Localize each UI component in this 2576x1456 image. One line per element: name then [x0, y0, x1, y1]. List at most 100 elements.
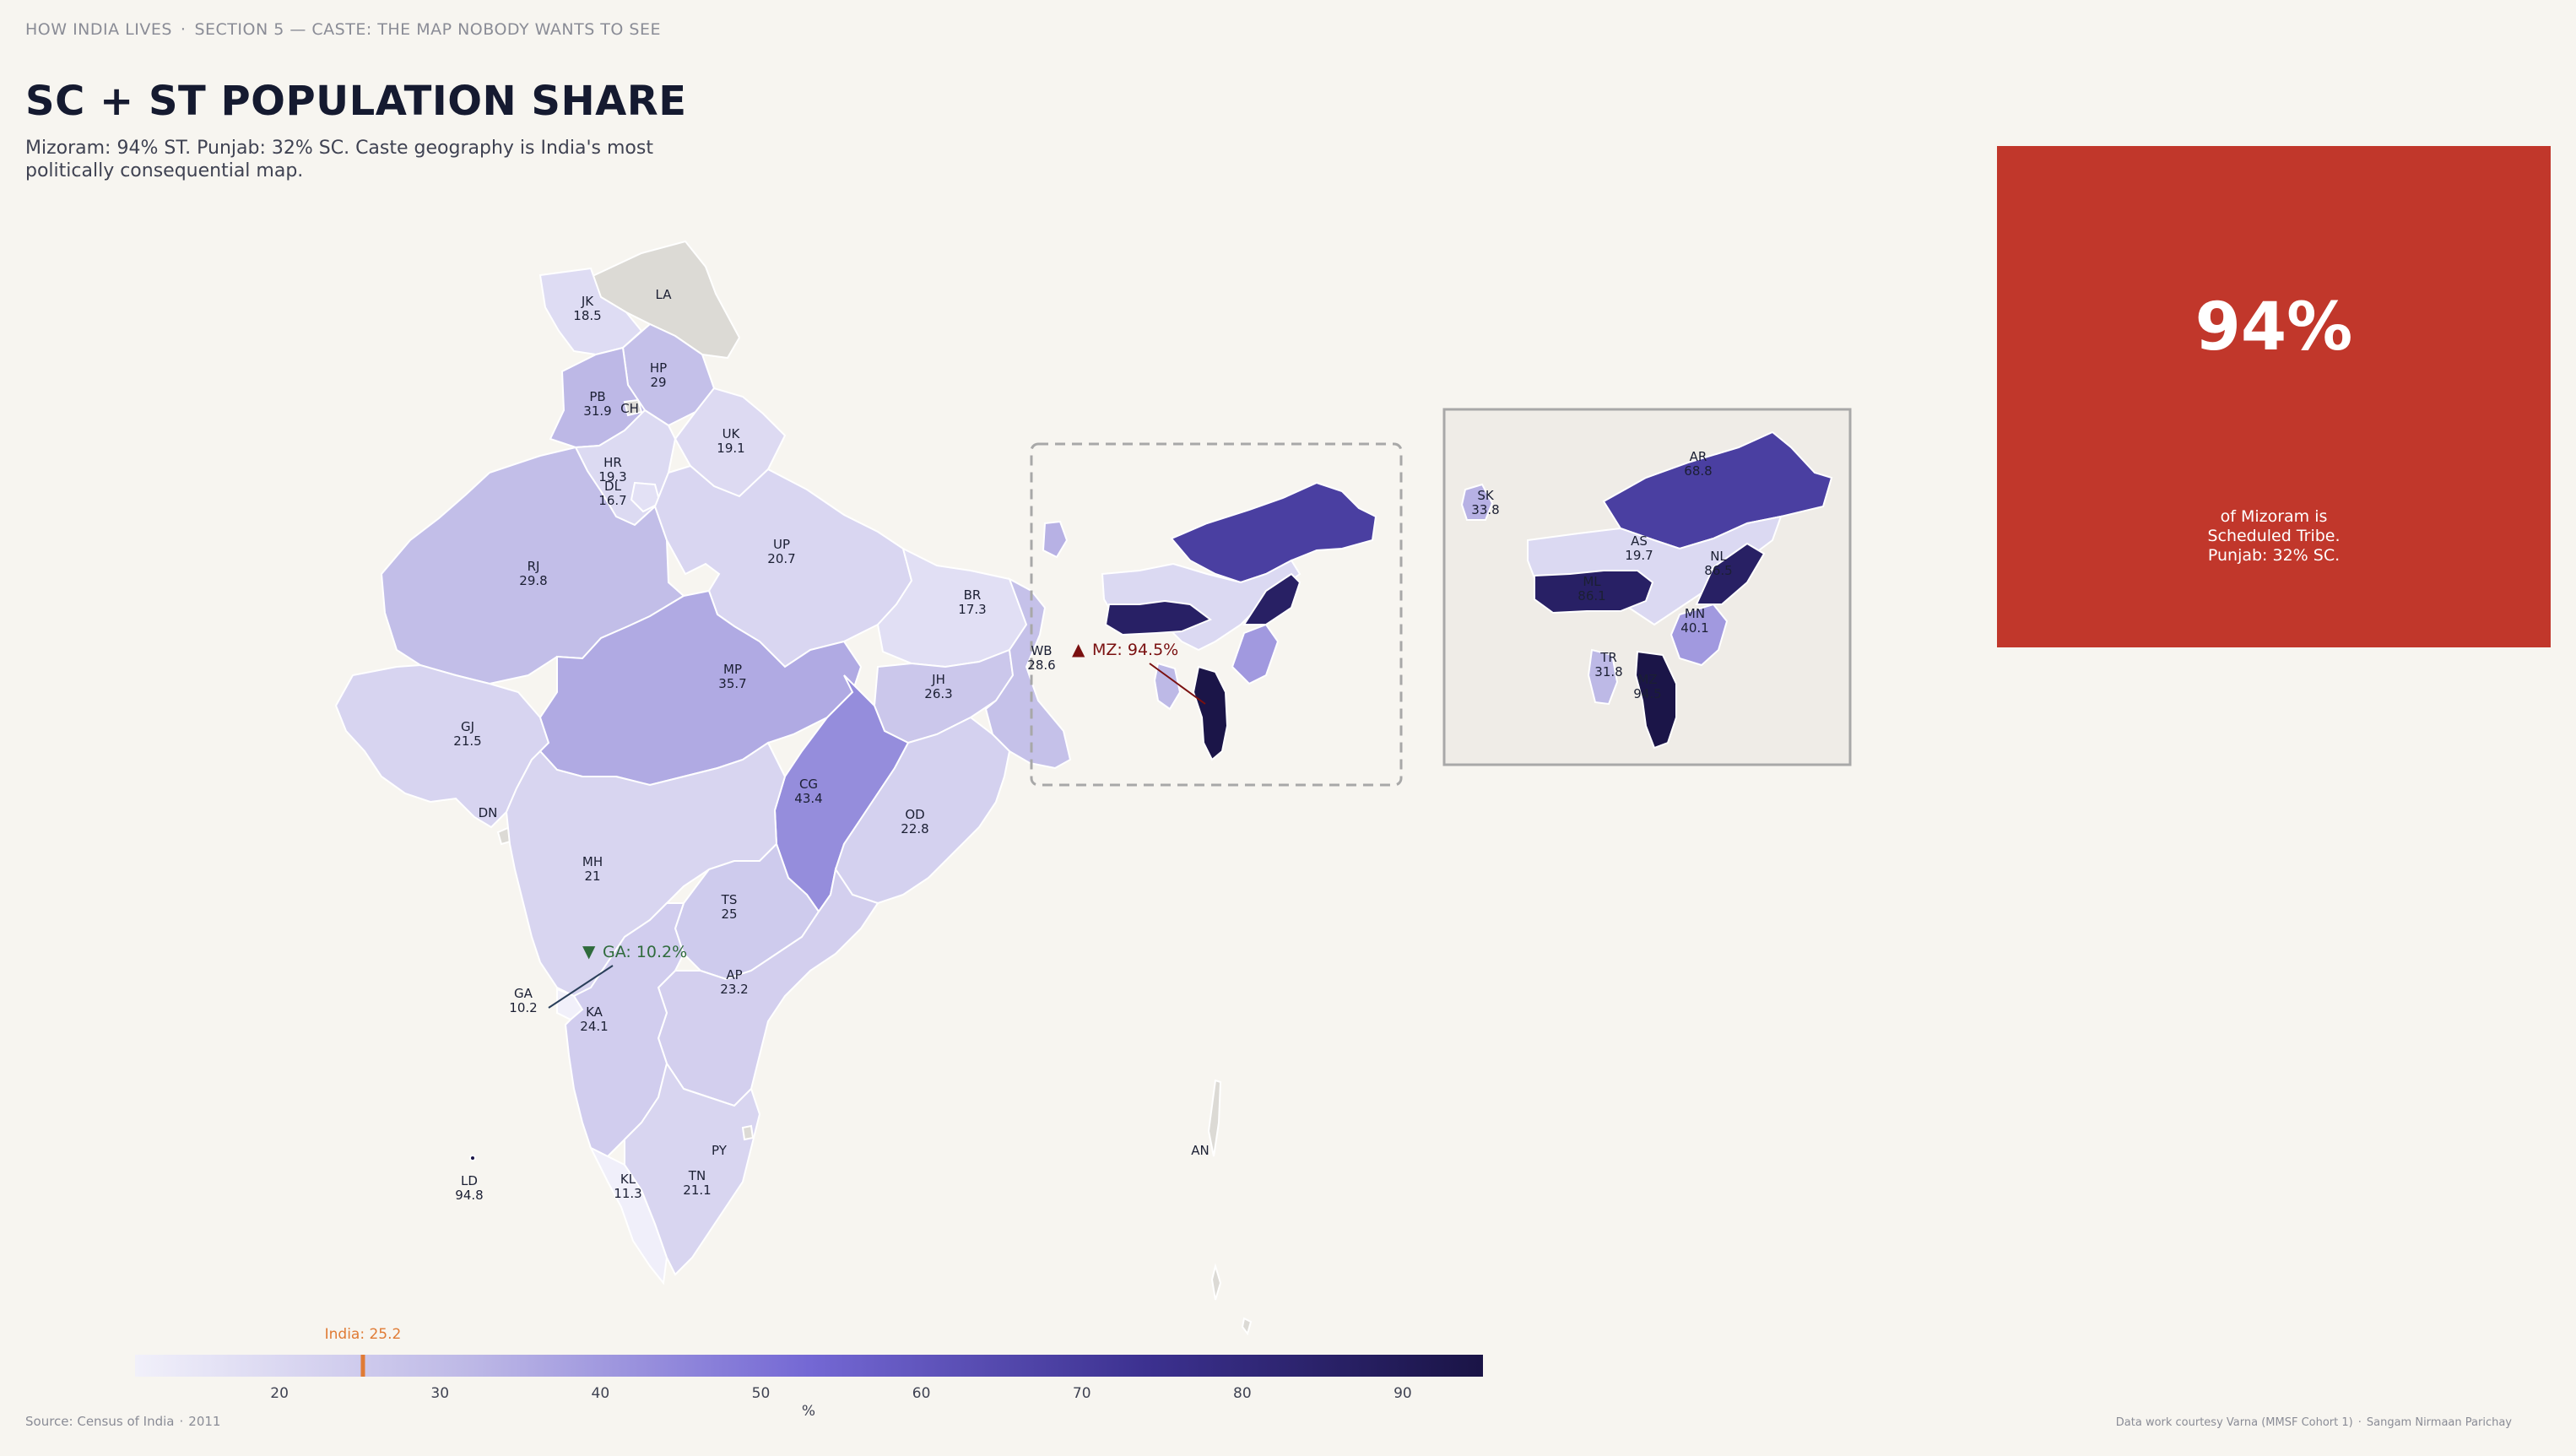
label-MH: MH 21	[582, 854, 603, 884]
ne-ML[interactable]	[1104, 599, 1213, 636]
northeast-states	[1042, 481, 1377, 761]
label-value-MH: 21	[584, 869, 600, 884]
ne-NL[interactable]	[1242, 572, 1302, 625]
kicker-series: HOW INDIA LIVES	[25, 20, 172, 39]
credit-text: Data work courtesy Varna (MMSF Cohort 1)	[2115, 1416, 2353, 1429]
label-value-NL: 86.5	[1704, 563, 1732, 578]
label-code-LD: LD	[461, 1173, 478, 1188]
label-value-AP: 23.2	[720, 982, 748, 997]
label-code-MP: MP	[723, 662, 742, 677]
max-annotation-label: MZ: 94.5%	[1092, 641, 1178, 659]
source-separator: ·	[179, 1414, 184, 1429]
label-value-HR: 19.3	[598, 469, 626, 484]
ne-SK[interactable]	[1042, 520, 1069, 559]
label-value-AR: 68.8	[1684, 463, 1712, 479]
inset-MN[interactable]	[1670, 603, 1729, 667]
label-code-HR: HR	[603, 455, 622, 470]
label-code-BR: BR	[964, 587, 982, 603]
label-TN: TN 21.1	[683, 1168, 711, 1198]
label-DN: DN	[479, 805, 498, 820]
callout-text: of Mizoram is Scheduled Tribe. Punjab: 3…	[2207, 507, 2341, 565]
state-PY[interactable]	[741, 1124, 755, 1141]
max-annotation: ▲ MZ: 94.5%	[1072, 639, 1206, 705]
label-value-DL: 16.7	[598, 493, 626, 508]
label-code-CH: CH	[620, 401, 639, 416]
min-marker-icon: ▼	[582, 941, 596, 961]
state-KL[interactable]	[588, 1145, 668, 1286]
state-TN[interactable]	[624, 1061, 761, 1276]
label-TR: TR 31.8	[1594, 650, 1622, 679]
legend-tick-70: 70	[1073, 1385, 1091, 1402]
page-subtitle: Mizoram: 94% ST. Punjab: 32% SC. Caste g…	[25, 138, 653, 181]
label-NL: NL 86.5	[1704, 549, 1732, 578]
label-value-MP: 35.7	[718, 676, 746, 691]
label-code-TS: TS	[721, 892, 738, 907]
state-KA[interactable]	[564, 902, 685, 1158]
kicker-section: SECTION 5 — CASTE: THE MAP NOBODY WANTS …	[194, 20, 661, 39]
label-code-NL: NL	[1710, 549, 1727, 564]
label-code-AP: AP	[726, 967, 742, 982]
label-code-PB: PB	[589, 389, 605, 404]
inset-MZ[interactable]	[1634, 650, 1677, 750]
label-code-MZ: MZ	[1637, 672, 1657, 687]
label-BR: BR 17.3	[958, 587, 986, 617]
label-JK: JK 18.5	[573, 294, 601, 323]
label-AS: AS 19.7	[1625, 533, 1653, 563]
label-code-KA: KA	[586, 1004, 603, 1020]
callout-value: 94%	[2194, 290, 2353, 365]
inset-TR[interactable]	[1587, 648, 1619, 706]
label-code-JH: JH	[931, 672, 945, 687]
color-legend: India: 25.2 20 30 40 50 60 70 80 90 %	[135, 1326, 1483, 1420]
state-OD[interactable]	[834, 716, 1011, 905]
legend-unit: %	[802, 1403, 815, 1420]
state-CH[interactable]	[623, 398, 643, 417]
ne-AR[interactable]	[1170, 481, 1377, 584]
mainland-states	[334, 240, 1253, 1336]
max-marker-icon: ▲	[1072, 639, 1085, 659]
label-code-DN: DN	[479, 805, 498, 820]
label-code-MN: MN	[1685, 606, 1705, 621]
state-AN[interactable]	[1207, 1079, 1253, 1336]
northeast-inset	[1442, 408, 1852, 766]
inset-ML[interactable]	[1534, 570, 1654, 614]
label-code-SK: SK	[1477, 488, 1495, 503]
source-year: 2011	[188, 1414, 221, 1429]
label-GA: GA 10.2	[509, 986, 537, 1015]
author-text: Sangam Nirmaan Parichay	[2366, 1416, 2512, 1429]
label-UK: UK 19.1	[717, 426, 744, 456]
label-KL: KL 11.3	[614, 1172, 641, 1201]
min-leader-line	[548, 965, 614, 1009]
max-leader-line	[1149, 663, 1206, 705]
national-average-marker	[360, 1355, 365, 1377]
source-text: Source: Census of India	[25, 1414, 175, 1429]
credit-note: Data work courtesy Varna (MMSF Cohort 1)…	[2116, 1416, 2512, 1429]
ne-TR[interactable]	[1153, 662, 1182, 711]
legend-colorbar	[135, 1355, 1483, 1377]
legend-ticks: 20 30 40 50 60 70 80 90	[270, 1385, 1411, 1402]
legend-tick-90: 90	[1394, 1385, 1412, 1402]
label-LA: LA	[656, 287, 673, 302]
label-code-UP: UP	[773, 537, 790, 552]
legend-tick-80: 80	[1233, 1385, 1252, 1402]
inset-NL[interactable]	[1695, 542, 1766, 605]
ne-MN[interactable]	[1231, 623, 1280, 685]
label-AP: AP 23.2	[720, 967, 748, 997]
label-value-CG: 43.4	[794, 791, 822, 806]
legend-tick-50: 50	[752, 1385, 771, 1402]
label-code-JK: JK	[581, 294, 594, 309]
label-TS: TS 25	[721, 892, 738, 922]
state-DL[interactable]	[630, 481, 662, 513]
label-code-AR: AR	[1690, 449, 1707, 464]
label-PY: PY	[712, 1143, 728, 1158]
state-LD[interactable]	[469, 1155, 476, 1161]
inset-SK[interactable]	[1460, 483, 1494, 521]
label-RJ: RJ 29.8	[519, 559, 547, 588]
label-value-SK: 33.8	[1471, 502, 1499, 517]
legend-tick-60: 60	[912, 1385, 931, 1402]
ne-MZ[interactable]	[1192, 665, 1229, 761]
state-WB[interactable]	[984, 576, 1072, 770]
label-value-MZ: 94.5	[1633, 686, 1661, 701]
label-value-BR: 17.3	[958, 602, 986, 617]
label-KA: KA 24.1	[580, 1004, 608, 1034]
label-SK: SK 33.8	[1471, 488, 1499, 517]
